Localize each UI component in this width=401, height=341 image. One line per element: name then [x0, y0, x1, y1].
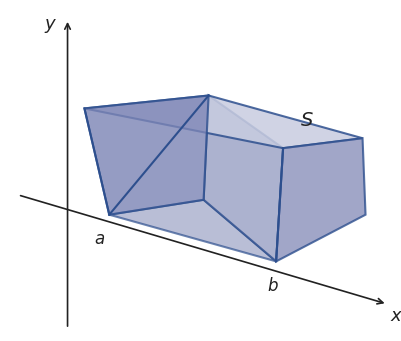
Polygon shape	[275, 138, 365, 262]
Polygon shape	[84, 95, 208, 215]
Text: b: b	[266, 277, 277, 295]
Polygon shape	[203, 95, 282, 262]
Text: y: y	[44, 15, 55, 33]
Polygon shape	[84, 95, 362, 148]
Polygon shape	[109, 200, 275, 262]
Text: a: a	[94, 229, 104, 248]
Text: S: S	[300, 111, 312, 130]
Text: x: x	[389, 307, 400, 325]
